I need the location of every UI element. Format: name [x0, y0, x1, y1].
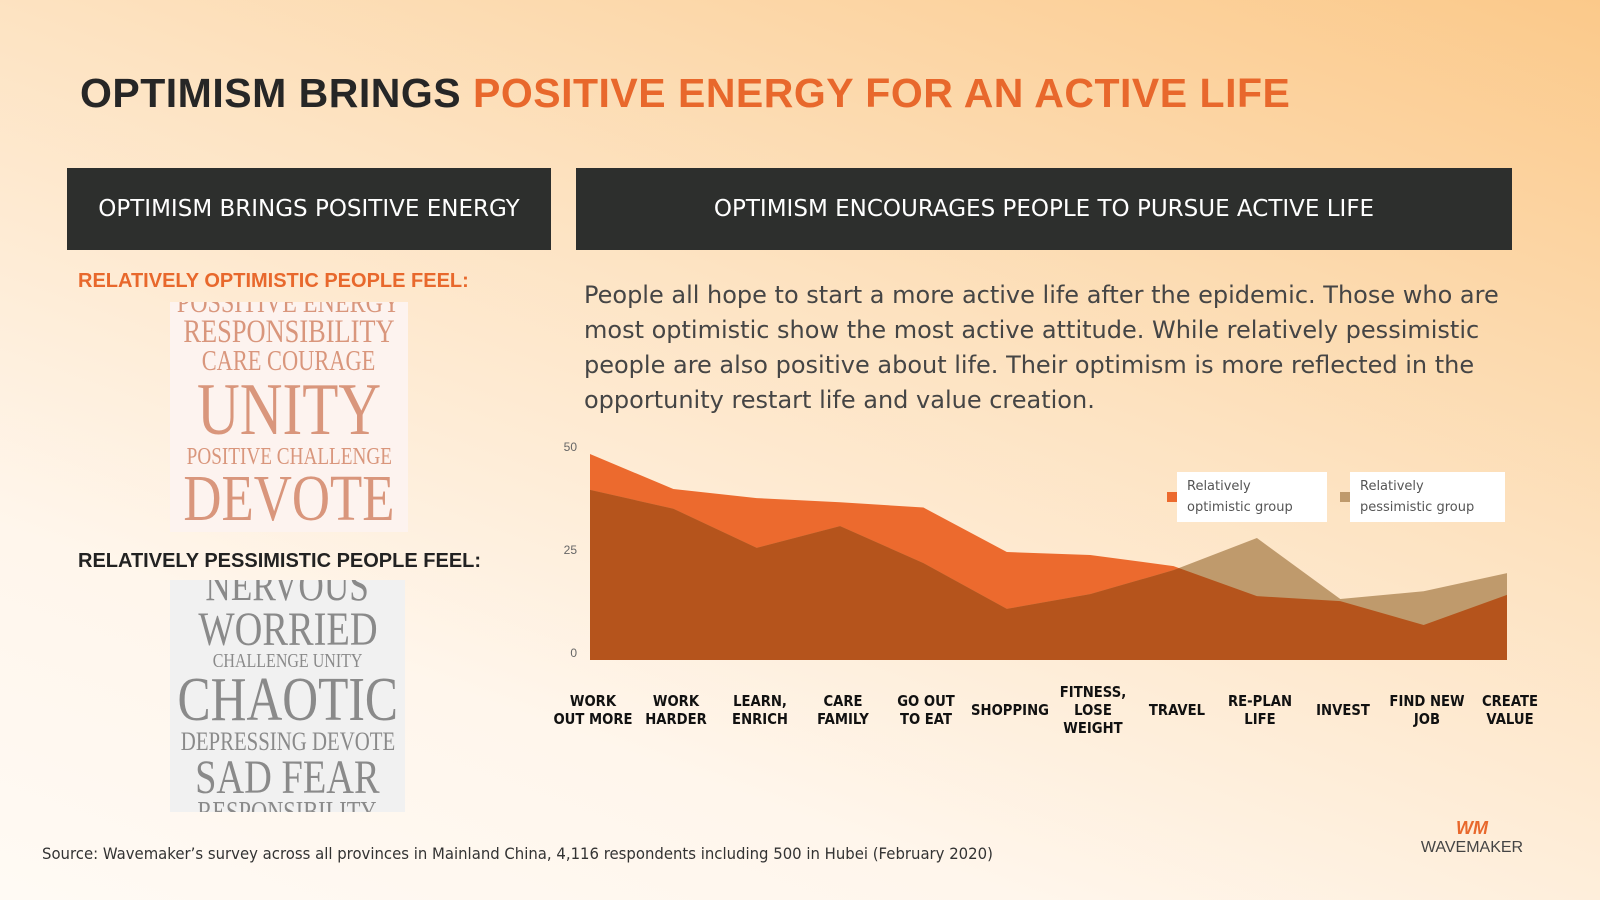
x-tick-label: FIND NEW JOB [1389, 692, 1465, 728]
optimistic-label: RELATIVELY OPTIMISTIC PEOPLE FEEL: [78, 270, 469, 292]
cloud-word: CARE COURAGE [202, 345, 376, 377]
y-tick-label: 0 [570, 646, 577, 660]
cloud-word: WORRIED [197, 602, 378, 656]
source: Source: Wavemaker’s survey across all pr… [42, 844, 993, 863]
x-tick-label: FITNESS, LOSE WEIGHT [1059, 683, 1127, 737]
logo-mark: WM [1456, 818, 1488, 838]
logo-text: WAVEMAKER [1420, 839, 1524, 856]
word-cloud: POSSITIVE ENERGY RESPONSIBILITY CARE COURA… [170, 302, 408, 532]
overlap-area [590, 489, 1507, 660]
x-tick-label: CREATE VALUE [1481, 692, 1539, 728]
right-heading: OPTIMISM ENCOURAGES PEOPLE TO PURSUE ACT… [576, 168, 1512, 250]
y-tick-label: 50 [564, 440, 578, 454]
word-cloud: NERVOUS WORRIED CHALLENGE UNITY CHAOTIC DEPR… [170, 580, 405, 812]
x-tick-label: SHOPPING [970, 701, 1049, 719]
left-heading: OPTIMISM BRINGS POSITIVE ENERGY [67, 168, 551, 250]
cloud-word: POSSITIVE ENERGY [177, 302, 401, 319]
x-tick-label: RE-PLAN LIFE [1227, 692, 1292, 728]
description: People all hope to start a more active l… [584, 281, 1499, 414]
x-tick-label: INVEST [1316, 701, 1371, 719]
cloud-word: CHALLENGE UNITY [212, 650, 363, 673]
cloud-word: UNITY [196, 369, 382, 452]
legend-swatch [1167, 492, 1177, 502]
cloud-word: DEPRESSING DEVOTE [180, 727, 395, 757]
cloud-word: WARMTH NERVOUS ENCOURAGING [187, 530, 390, 532]
x-tick-label: GO OUT TO EAT [897, 692, 956, 728]
x-tick-label: CARE FAMILY [817, 692, 869, 728]
legend-label: Relatively optimistic group [1177, 472, 1327, 522]
title-part: POSITIVE ENERGY FOR AN ACTIVE LIFE [472, 70, 1291, 116]
legend-swatch [1340, 492, 1350, 502]
cloud-word: POSITIVE CHALLENGE [186, 443, 392, 470]
cloud-word: RESPONSIBILITY [198, 799, 377, 812]
x-tick-label: WORK HARDER [645, 692, 708, 728]
cloud-word: NERVOUS [205, 580, 370, 610]
title: OPTIMISM BRINGS POSITIVE ENERGY FOR AN A… [80, 70, 1290, 117]
cloud-word: DEVOTE [183, 462, 395, 532]
legend-label: Relatively pessimistic group [1350, 472, 1505, 522]
cloud-word: RESPONSIBILITY [183, 314, 395, 351]
y-tick-label: 25 [564, 543, 578, 557]
cloud-word: SAD FEAR [195, 750, 380, 804]
title-part: OPTIMISM BRINGS [80, 70, 462, 116]
cloud-word: CHAOTIC [177, 666, 398, 735]
logo: WM WAVEMAKER [1420, 818, 1524, 857]
pessimistic-label: RELATIVELY PESSIMISTIC PEOPLE FEEL: [78, 550, 482, 572]
x-tick-label: LEARN, ENRICH [731, 692, 788, 728]
x-tick-label: TRAVEL [1148, 701, 1205, 719]
x-tick-label: WORK OUT MORE [553, 692, 633, 728]
